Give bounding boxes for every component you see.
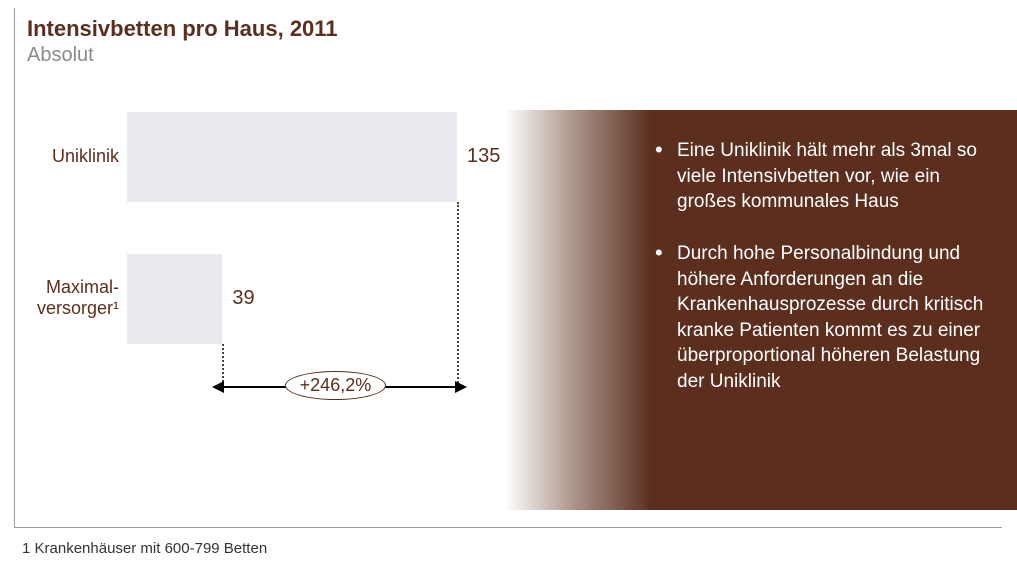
bar-value: 135 bbox=[467, 145, 500, 168]
info-bullet: Durch hohe Personalbindung und höhere An… bbox=[655, 241, 999, 395]
footnote: 1 Krankenhäuser mit 600-799 Betten bbox=[22, 540, 267, 557]
bar-label: Maximal-versorger¹ bbox=[0, 277, 119, 318]
info-bullet-list: Eine Uniklinik hält mehr als 3mal so vie… bbox=[655, 138, 999, 395]
bar-value: 39 bbox=[232, 287, 254, 310]
bar-area: Uniklinik135 Maximal-versorger¹39 +246,2% bbox=[15, 88, 515, 508]
info-bullet: Eine Uniklinik hält mehr als 3mal so vie… bbox=[655, 138, 999, 215]
chart-subtitle: Absolut bbox=[27, 44, 94, 67]
bar-row: Maximal-versorger¹39 bbox=[15, 254, 515, 344]
arrow-head-icon bbox=[455, 381, 467, 393]
chart-title: Intensivbetten pro Haus, 2011 bbox=[27, 16, 338, 42]
arrow-head-icon bbox=[212, 381, 224, 393]
info-box: Eine Uniklinik hält mehr als 3mal so vie… bbox=[505, 110, 1017, 510]
diff-label: +246,2% bbox=[285, 371, 387, 400]
guide-line bbox=[457, 202, 459, 386]
bar-row: Uniklinik135 bbox=[15, 112, 515, 202]
bar-rect bbox=[127, 112, 457, 202]
guide-line bbox=[222, 344, 224, 386]
bar-label: Uniklinik bbox=[0, 146, 119, 167]
chart-panel: Intensivbetten pro Haus, 2011 Absolut Un… bbox=[14, 8, 1002, 528]
bar-rect bbox=[127, 254, 222, 344]
